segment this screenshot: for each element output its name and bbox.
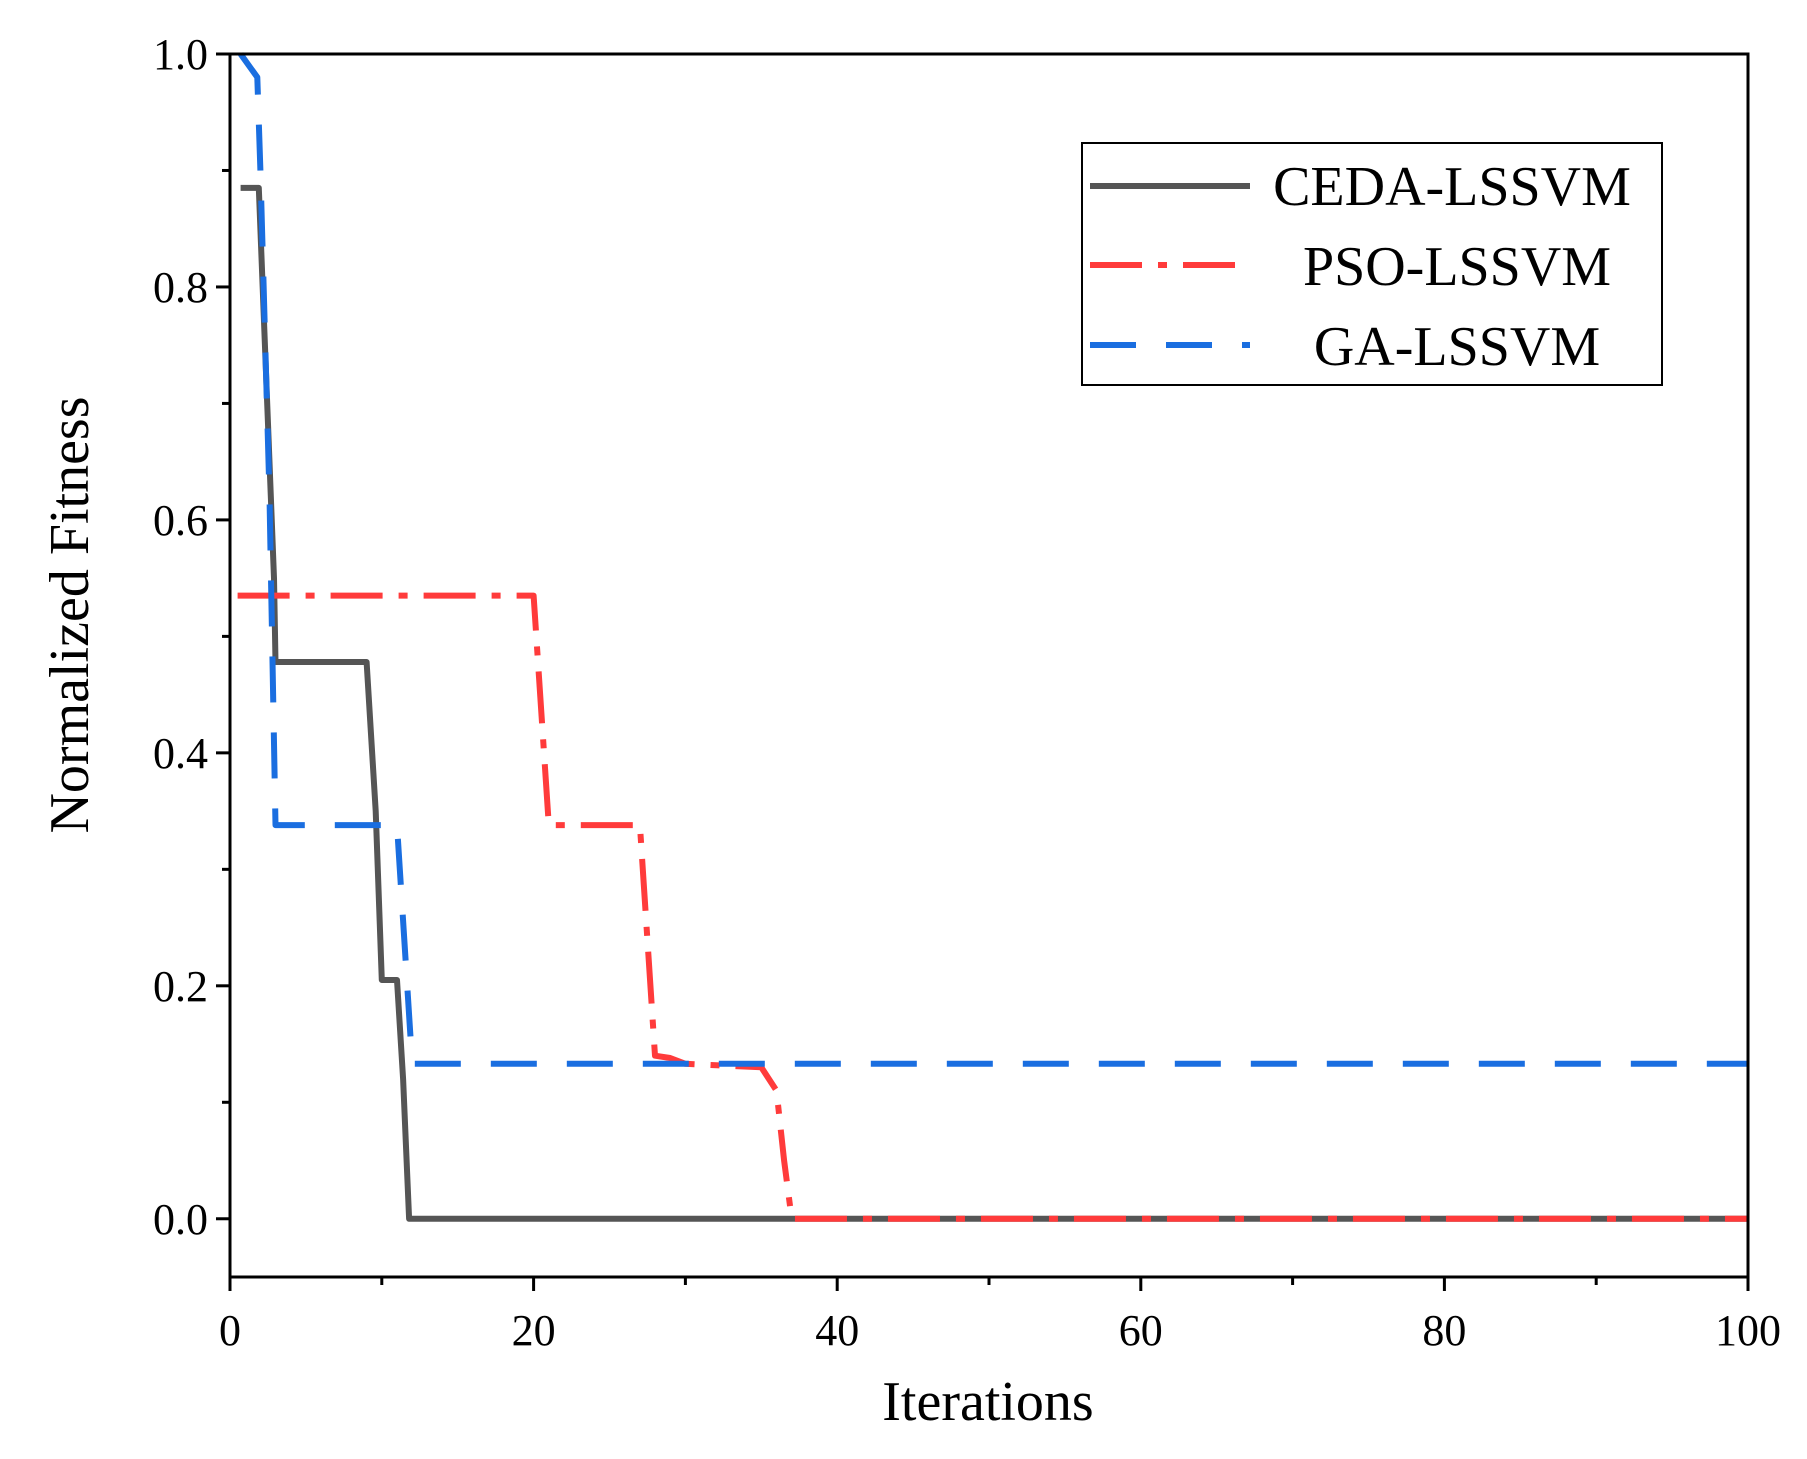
x-tick-label: 60 <box>1119 1306 1163 1355</box>
tick-labels-layer: 0 20 40 60 80 100 0.0 0.2 0.4 0.6 0.8 1.0 <box>153 30 1781 1355</box>
x-axis-title: Iterations <box>882 1371 1093 1433</box>
y-tick-label: 0.8 <box>153 263 208 312</box>
y-tick-label: 0.4 <box>153 729 208 778</box>
legend-label-ga-lssvm: GA-LSSVM <box>1314 316 1600 378</box>
legend: CEDA-LSSVM PSO-LSSVM GA-LSSVM <box>1081 142 1663 386</box>
y-tick-label: 0.6 <box>153 496 208 545</box>
y-tick-label: 0.0 <box>153 1195 208 1244</box>
x-tick-label: 80 <box>1422 1306 1466 1355</box>
x-tick-label: 0 <box>219 1306 241 1355</box>
x-tick-label: 40 <box>815 1306 859 1355</box>
ticks-layer <box>216 52 1750 1291</box>
series-layer <box>237 52 1748 1222</box>
legend-label-ceda-lssvm: CEDA-LSSVM <box>1273 156 1631 218</box>
x-tick-label: 20 <box>512 1306 556 1355</box>
y-tick-label: 0.2 <box>153 962 208 1011</box>
y-tick-label: 1.0 <box>153 30 208 79</box>
series-line-ga-lssvm <box>238 52 1748 1067</box>
y-axis-title: Normalized Fitness <box>39 396 101 833</box>
legend-label-pso-lssvm: PSO-LSSVM <box>1303 236 1611 298</box>
x-tick-label: 100 <box>1715 1306 1781 1355</box>
